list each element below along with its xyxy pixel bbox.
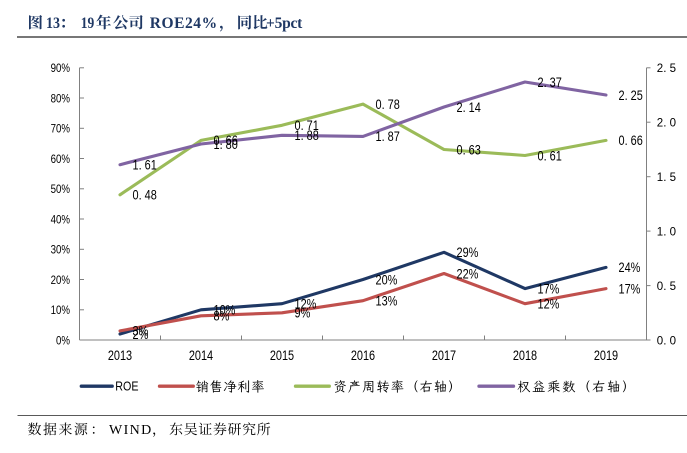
svg-text:1. 0: 1. 0: [657, 224, 677, 238]
svg-text:1. 61: 1. 61: [133, 158, 157, 173]
svg-text:+5pct: +5pct: [266, 15, 303, 32]
svg-text:30%: 30%: [51, 243, 71, 257]
svg-text:2. 0: 2. 0: [657, 116, 677, 130]
svg-text:0%: 0%: [56, 333, 70, 347]
svg-text:10%: 10%: [214, 303, 236, 318]
svg-text:0. 48: 0. 48: [133, 188, 157, 203]
svg-text:9%: 9%: [295, 306, 311, 321]
svg-text:19: 19: [81, 15, 95, 32]
svg-text:12%: 12%: [538, 297, 560, 312]
svg-text:0. 63: 0. 63: [457, 142, 481, 157]
svg-text:40%: 40%: [51, 212, 71, 226]
svg-text:2013: 2013: [108, 348, 132, 363]
svg-text:0. 71: 0. 71: [295, 118, 319, 133]
svg-text:ROE24%: ROE24%: [150, 15, 217, 32]
svg-text:2015: 2015: [270, 348, 294, 363]
svg-text:90%: 90%: [51, 61, 71, 75]
svg-text:2. 37: 2. 37: [538, 75, 562, 90]
svg-text:1. 87: 1. 87: [376, 129, 400, 144]
svg-text:60%: 60%: [51, 152, 71, 166]
svg-text:2. 5: 2. 5: [657, 61, 677, 75]
svg-text:22%: 22%: [457, 266, 479, 281]
svg-text:0. 66: 0. 66: [619, 133, 643, 148]
svg-text:8%: 8%: [214, 309, 230, 324]
svg-text:1. 80: 1. 80: [214, 137, 238, 152]
svg-text:13%: 13%: [376, 294, 398, 309]
svg-text:17%: 17%: [619, 281, 641, 296]
svg-text:10%: 10%: [51, 303, 71, 317]
svg-text:2. 25: 2. 25: [619, 88, 643, 103]
svg-text:2. 14: 2. 14: [457, 100, 482, 115]
svg-text:12%: 12%: [295, 297, 317, 312]
svg-text:WIND: WIND: [109, 423, 151, 438]
svg-text:20%: 20%: [376, 272, 398, 287]
svg-text:0. 5: 0. 5: [657, 279, 677, 293]
svg-text:29%: 29%: [457, 245, 479, 260]
svg-text:50%: 50%: [51, 182, 71, 196]
svg-text:1. 88: 1. 88: [295, 128, 319, 143]
svg-text:2018: 2018: [513, 348, 537, 363]
svg-text:2019: 2019: [594, 348, 618, 363]
svg-text:3%: 3%: [133, 324, 149, 339]
svg-text:24%: 24%: [619, 260, 641, 275]
svg-text:0. 0: 0. 0: [657, 333, 677, 347]
svg-text:ROE: ROE: [115, 379, 138, 394]
svg-text:80%: 80%: [51, 91, 71, 105]
svg-text:2%: 2%: [133, 327, 149, 342]
svg-text:2017: 2017: [432, 348, 456, 363]
svg-text:2016: 2016: [351, 348, 375, 363]
svg-text:17%: 17%: [538, 281, 560, 296]
svg-text:0. 66: 0. 66: [214, 133, 238, 148]
svg-text:0. 61: 0. 61: [538, 148, 562, 163]
svg-text:0. 78: 0. 78: [376, 97, 400, 112]
svg-text:1. 5: 1. 5: [657, 170, 677, 184]
svg-text:70%: 70%: [51, 122, 71, 136]
svg-text:20%: 20%: [51, 273, 71, 287]
svg-text:13: 13: [46, 15, 60, 32]
svg-text:2014: 2014: [189, 348, 214, 363]
